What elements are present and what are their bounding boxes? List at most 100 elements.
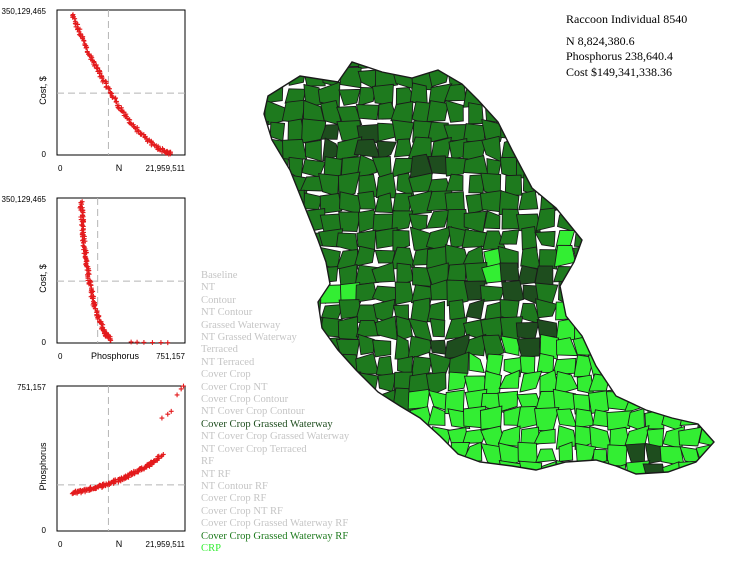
subbasin-cell [393, 62, 415, 71]
scatter-point [93, 486, 98, 492]
subbasin-cell [500, 65, 523, 90]
subbasin-cell [629, 299, 646, 321]
subbasin-cell [499, 299, 520, 320]
subbasin-cell [575, 156, 592, 179]
legend-item: Cover Crop Grassed Waterway RF [201, 530, 349, 542]
scatter-point [168, 408, 174, 414]
subbasin-cell [534, 103, 557, 121]
subbasin-cell [572, 190, 596, 211]
summary-title: Raccoon Individual 8540 [566, 12, 688, 26]
subbasin-cell [624, 156, 651, 180]
subbasin-cell [697, 136, 714, 162]
subbasin-cell [574, 315, 596, 341]
subbasin-cell [501, 280, 525, 306]
subbasin-cell [624, 122, 647, 142]
subbasin-cell [573, 461, 595, 474]
subbasin-cell [336, 232, 359, 253]
subbasin-cell [716, 426, 735, 446]
subbasin-cell [680, 140, 703, 161]
subbasin-cell [281, 99, 307, 124]
subbasin-cell [535, 118, 558, 141]
legend-item: Contour [201, 294, 236, 306]
subbasin-cell [483, 62, 506, 72]
subbasin-cell [335, 248, 358, 270]
scatter-point [82, 246, 88, 252]
subbasin-cell [357, 442, 378, 468]
subbasin-cell [661, 280, 683, 304]
subbasin-cell [589, 82, 613, 105]
subbasin-cell [410, 425, 435, 450]
subbasin-cell [446, 263, 467, 283]
scatter-point [77, 26, 83, 32]
subbasin-cell [481, 334, 505, 361]
subbasin-cell [625, 83, 648, 106]
subbasin-cell [606, 190, 631, 216]
scatter-point [84, 258, 90, 264]
subbasin-cell [697, 319, 714, 343]
subbasin-cell [643, 208, 662, 234]
subbasin-cell [518, 460, 543, 474]
subbasin-cell [318, 173, 340, 198]
subbasin-cell [357, 190, 377, 210]
subbasin-cell [535, 207, 556, 232]
subbasin-cell [605, 281, 628, 306]
subbasin-cell [499, 262, 520, 282]
subbasin-cell [377, 122, 396, 142]
subbasin-cell [680, 281, 703, 301]
subbasin-cell [610, 156, 631, 178]
scatter-point [150, 340, 155, 345]
subbasin-cell [537, 480, 559, 504]
legend-item: RF [201, 456, 214, 468]
x-min-tick-label: 0 [58, 164, 63, 173]
watershed-outline [263, 61, 715, 475]
subbasin-cell [517, 265, 538, 286]
subbasin-cell [533, 428, 556, 445]
subbasin-cell [575, 442, 597, 469]
subbasin-cell [644, 139, 664, 162]
subbasin-cell [521, 479, 541, 502]
subbasin-cell [304, 139, 322, 162]
subbasin-cell [264, 62, 271, 70]
subbasin-cell [663, 210, 685, 231]
subbasin-cell [483, 210, 501, 230]
subbasin-cell [429, 317, 446, 338]
subbasin-cell [717, 190, 739, 214]
scatter-phosphorus-vs-cost: 350,129,465 0 0 751,157 Phosphorus Cost, $ [0, 188, 200, 363]
subbasin-cell [269, 194, 288, 215]
subbasin-cell [717, 442, 740, 466]
legend-item: Cover Crop NT RF [201, 505, 283, 517]
subbasin-cell [715, 105, 735, 120]
subbasin-cell [716, 226, 740, 251]
legend-item: Cover Crop Contour [201, 394, 289, 406]
plot-frame [56, 9, 186, 156]
subbasin-cell [589, 261, 609, 286]
subbasin-cell [283, 189, 306, 217]
scatter-point [79, 35, 85, 41]
subbasin-cell [463, 66, 488, 86]
subbasin-cell [377, 372, 397, 393]
subbasin-cell [608, 299, 628, 324]
x-max-tick-label: 21,959,511 [146, 540, 186, 549]
subbasin-cell [264, 193, 271, 211]
subbasin-cell [265, 226, 285, 251]
subbasin-cell [713, 67, 714, 91]
subbasin-cell [625, 334, 650, 360]
subbasin-cell [320, 124, 340, 140]
subbasin-cell [645, 155, 667, 175]
subbasin-cell [661, 478, 683, 502]
y-max-tick-label: 350,129,465 [2, 7, 47, 16]
subbasin-cell [264, 140, 272, 161]
scatter-point [178, 386, 184, 392]
subbasin-cell [679, 374, 703, 395]
subbasin-cell [644, 83, 669, 107]
scatter-point [113, 99, 119, 105]
scatter-point [168, 151, 173, 157]
subbasin-cell [536, 318, 558, 338]
subbasin-cell [520, 102, 543, 120]
subbasin-cell [267, 63, 285, 91]
subbasin-cell [264, 211, 272, 235]
subbasin-cell [610, 478, 630, 503]
subbasin-cell [626, 262, 646, 287]
subbasin-cell [626, 190, 649, 216]
subbasin-cell [681, 481, 702, 501]
